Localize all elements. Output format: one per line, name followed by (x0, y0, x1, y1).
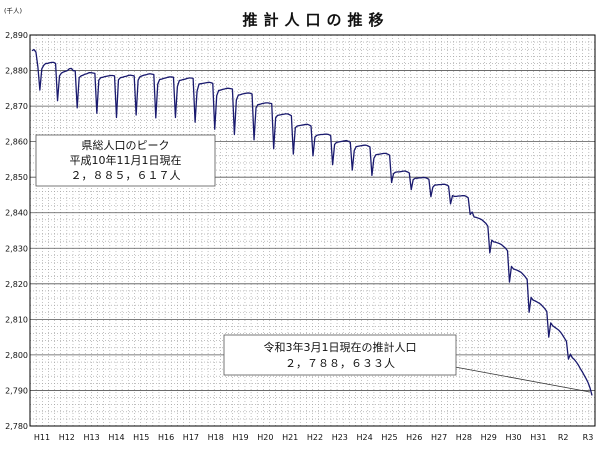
x-tick-label: H11 (34, 433, 50, 442)
x-tick-label: H23 (332, 433, 348, 442)
x-tick-label: H12 (59, 433, 75, 442)
y-tick-label: 2,850 (5, 173, 28, 182)
x-tick-label: H13 (84, 433, 100, 442)
x-tick-label: H18 (208, 433, 224, 442)
x-tick-label: H30 (505, 433, 521, 442)
x-tick-label: H29 (481, 433, 497, 442)
x-tick-label: H26 (406, 433, 422, 442)
population-series-line (31, 48, 593, 396)
peak-annotation-box (35, 134, 216, 187)
x-tick-label: H31 (530, 433, 546, 442)
current-annotation-leader (454, 366, 591, 393)
y-tick-label: 2,880 (5, 67, 28, 76)
x-tick-label: R3 (583, 433, 594, 442)
current-annotation-line-1: 令和3年3月1日現在の推計人口 (264, 340, 417, 354)
x-tick-label: R2 (558, 433, 569, 442)
peak-annotation: 県総人口のピーク 平成10年11月1日現在 ２，８８５，６１７人 (35, 134, 216, 187)
current-annotation-box (223, 334, 457, 376)
plot-area-frame (29, 34, 596, 427)
y-tick-label: 2,890 (5, 31, 28, 40)
peak-annotation-line-3: ２，８８５，６１７人 (71, 169, 181, 182)
current-annotation: 令和3年3月1日現在の推計人口 ２，７８８，６３３人 (223, 334, 591, 393)
x-axis-ticks: H11 H12 H13 H14 H15 H16 H17 H18 H19 H20 H21 H22 H23 H… (34, 433, 593, 442)
x-tick-label: H24 (357, 433, 373, 442)
y-tick-label: 2,800 (5, 351, 28, 360)
y-tick-label: 2,870 (5, 102, 28, 111)
x-tick-label: H16 (158, 433, 174, 442)
x-tick-label: H28 (456, 433, 472, 442)
x-tick-label: H19 (232, 433, 248, 442)
y-tick-label: 2,840 (5, 209, 28, 218)
x-tick-label: H21 (282, 433, 298, 442)
y-tick-label: 2,790 (5, 386, 28, 395)
x-tick-label: H20 (257, 433, 273, 442)
x-tick-label: H15 (133, 433, 149, 442)
peak-annotation-line-2: 平成10年11月1日現在 (70, 153, 182, 167)
x-tick-label: H14 (108, 433, 124, 442)
x-tick-label: H25 (381, 433, 397, 442)
current-annotation-line-2: ２，７８８，６３３人 (285, 357, 395, 370)
grid (30, 35, 595, 426)
y-tick-label: 2,780 (5, 422, 28, 431)
y-tick-label: 2,830 (5, 244, 28, 253)
x-tick-label: H17 (183, 433, 199, 442)
y-axis-ticks: 2,780 2,790 2,800 2,810 2,820 2,830 2,840 2,850… (5, 31, 28, 431)
chart-title: 推計人口の推移 (242, 11, 389, 29)
y-axis-unit-label: (千人) (4, 6, 22, 15)
x-tick-label: H22 (307, 433, 323, 442)
y-tick-label: 2,860 (5, 138, 28, 147)
x-tick-label: H27 (431, 433, 447, 442)
y-tick-label: 2,810 (5, 315, 28, 324)
peak-annotation-line-1: 県総人口のピーク (82, 138, 170, 152)
y-tick-label: 2,820 (5, 280, 28, 289)
